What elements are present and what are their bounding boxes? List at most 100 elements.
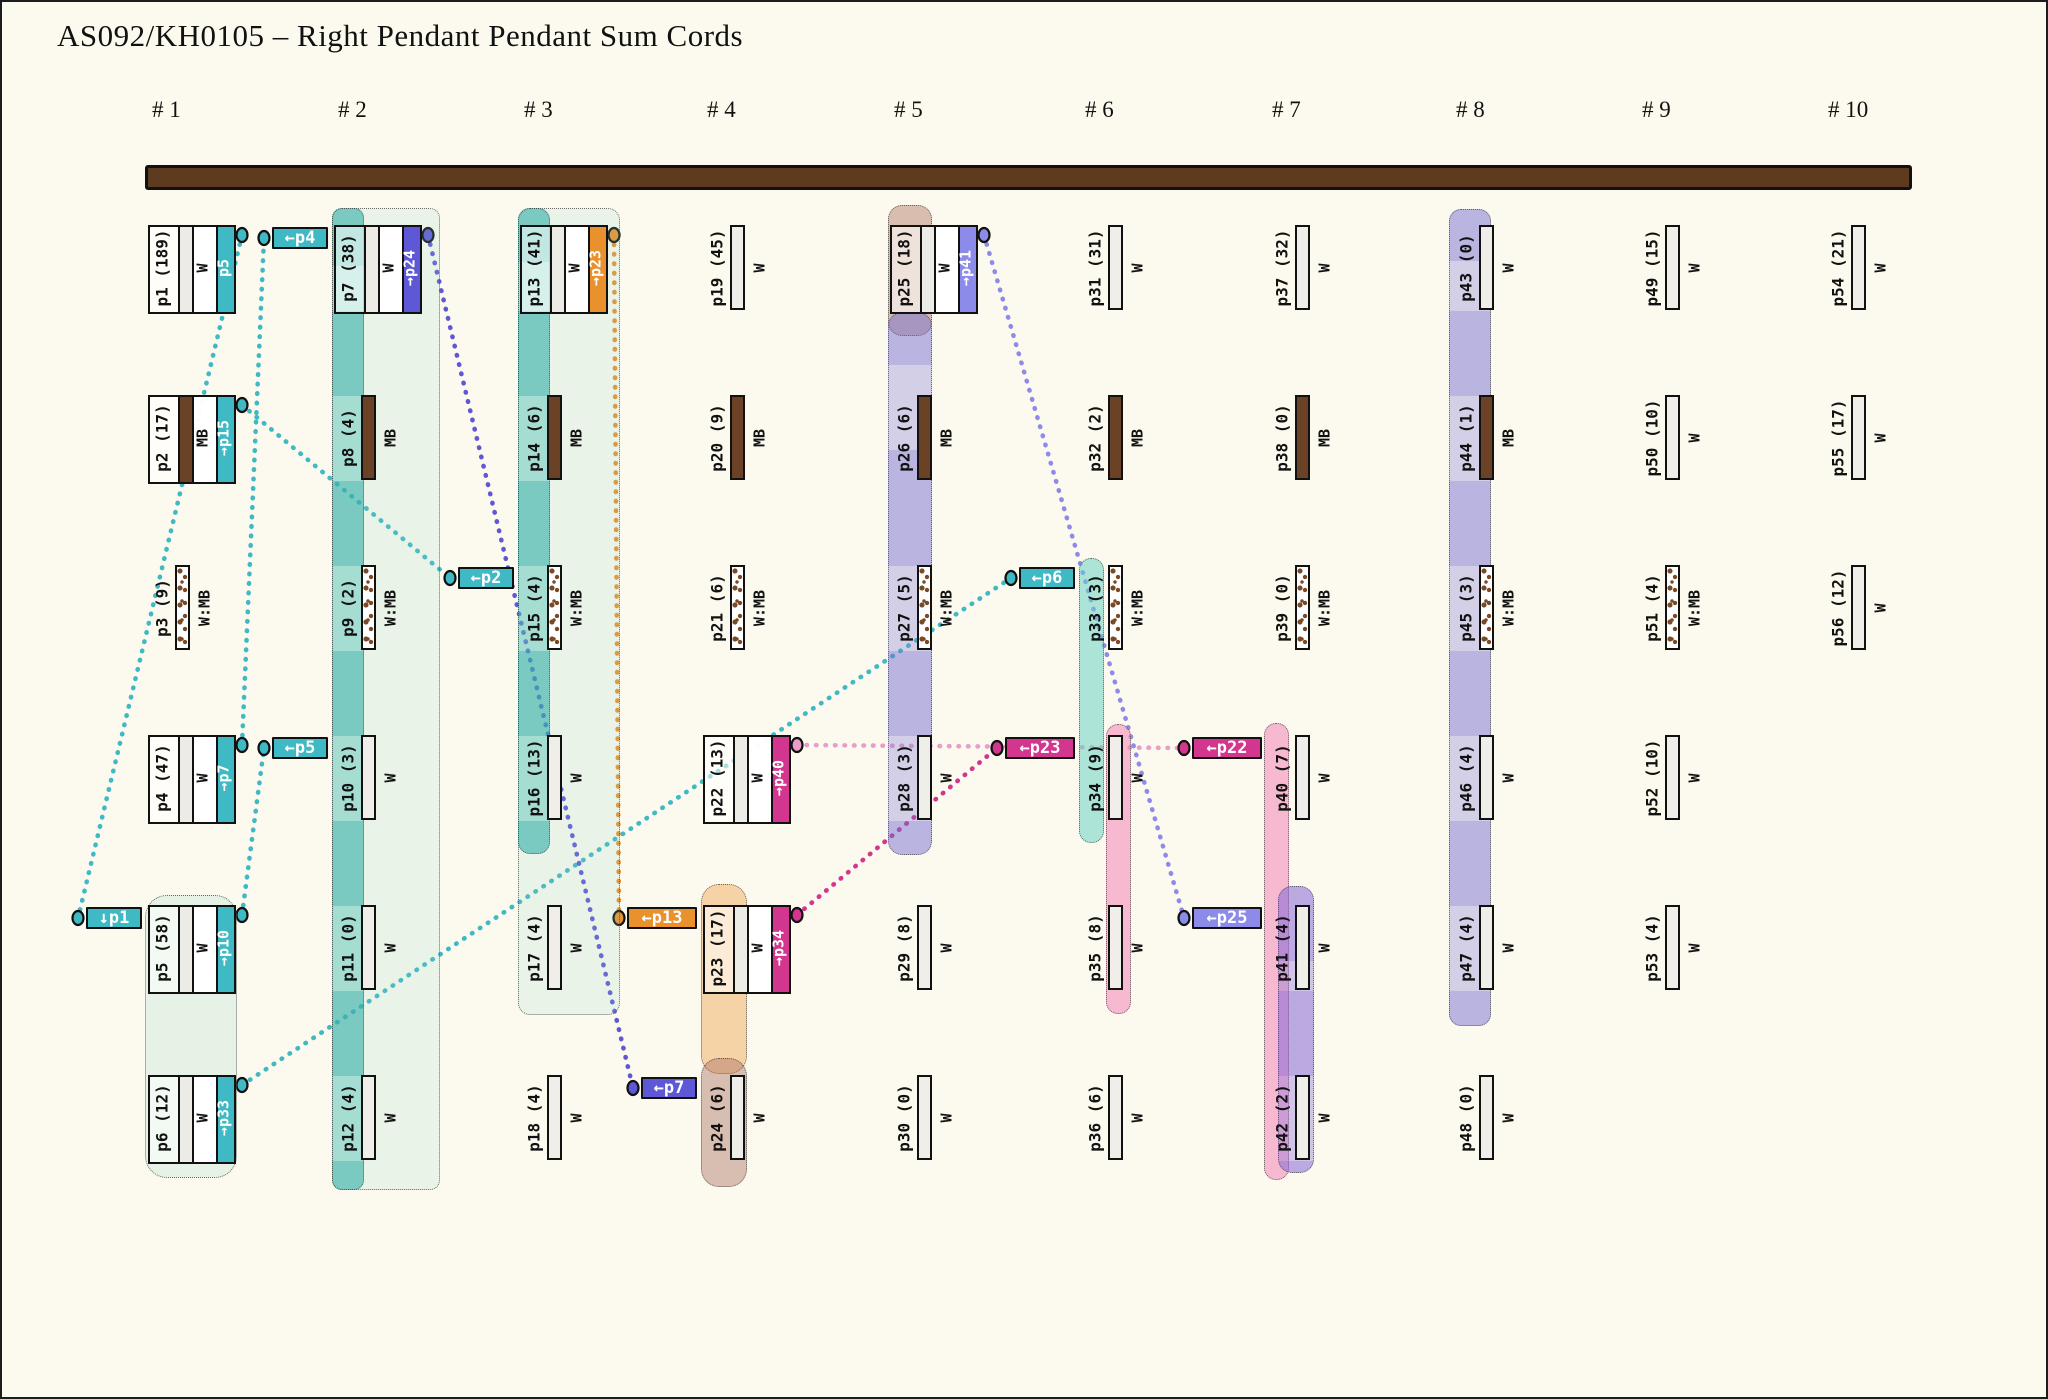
float-label-p7: ←p7 <box>641 1077 697 1099</box>
marker-swatch-p34 <box>1108 735 1123 820</box>
connector-label-dot-p23 <box>990 739 1004 757</box>
connector-label-dot-p7 <box>626 1079 640 1097</box>
pendant-id-p39: p39 (0) <box>1272 573 1291 642</box>
connector-p13-to-p13 <box>611 232 622 921</box>
pendant-marker-p18: W <box>567 1112 585 1123</box>
marker-swatch-p27 <box>917 565 932 650</box>
marker-swatch-p45 <box>1479 565 1494 650</box>
pendant-id-p32: p32 (2) <box>1085 403 1104 472</box>
column-header-7: # 7 <box>1272 97 1301 122</box>
pendant-card-p13 <box>520 225 608 314</box>
pendant-id-p11: p11 (0) <box>338 913 357 982</box>
marker-swatch-p20 <box>730 395 745 480</box>
pendant-marker-p36: W <box>1128 1112 1146 1123</box>
float-label-p5: ←p5 <box>272 737 328 759</box>
marker-strip-p23 <box>747 907 771 992</box>
band-group-col3-pale <box>518 208 620 1015</box>
marker-swatch-p26 <box>917 395 932 480</box>
attach-strip-p23 <box>771 907 789 992</box>
marker-swatch-p7 <box>364 227 378 312</box>
column-header-8: # 8 <box>1456 97 1485 122</box>
marker-swatch-p5 <box>178 907 192 992</box>
pendant-marker-p30: W <box>937 1112 955 1123</box>
marker-swatch-p14 <box>547 395 562 480</box>
marker-swatch-p49 <box>1665 225 1680 310</box>
pendant-id-p6: p6 (12) <box>152 1083 171 1152</box>
attach-strip-p1 <box>216 227 234 312</box>
marker-swatch-p39 <box>1295 565 1310 650</box>
pendant-attach-label-p6: →p33 <box>214 1099 232 1136</box>
marker-swatch-p2 <box>178 397 192 482</box>
marker-swatch-p35 <box>1108 905 1123 990</box>
column-header-1: # 1 <box>152 97 181 122</box>
marker-swatch-p41 <box>1295 905 1310 990</box>
pendant-id-p45: p45 (3) <box>1456 573 1475 642</box>
pendant-marker-p31: W <box>1128 262 1146 273</box>
connector-label-dot-p5 <box>257 739 271 757</box>
marker-swatch-p28 <box>917 735 932 820</box>
marker-swatch-p32 <box>1108 395 1123 480</box>
pendant-marker-p17: W <box>567 942 585 953</box>
pendant-marker-p10: W <box>381 772 399 783</box>
column-header-6: # 6 <box>1085 97 1114 122</box>
pendant-id-p30: p30 (0) <box>894 1083 913 1152</box>
pendant-id-p50: p50 (10) <box>1642 398 1661 477</box>
column-header-2: # 2 <box>338 97 367 122</box>
pendant-id-p47: p47 (4) <box>1456 913 1475 982</box>
pendant-card-p2 <box>148 395 236 484</box>
pendant-marker-p7: W <box>379 262 397 273</box>
marker-swatch-p37 <box>1295 225 1310 310</box>
connector-p1-to-p1 <box>75 232 245 921</box>
marker-strip-p13 <box>564 227 588 312</box>
connector-source-dot-p23 <box>790 906 804 924</box>
pendant-id-p15: p15 (4) <box>524 573 543 642</box>
pendant-id-p21: p21 (6) <box>707 573 726 642</box>
marker-swatch-p50 <box>1665 395 1680 480</box>
marker-strip-p5 <box>192 907 216 992</box>
marker-swatch-p51 <box>1665 565 1680 650</box>
primary-cord-bar <box>145 165 1912 190</box>
connector-label-dot-p6 <box>1004 569 1018 587</box>
pendant-card-p6 <box>148 1075 236 1164</box>
band-group-col3 <box>518 208 550 854</box>
pendant-card-p1 <box>148 225 236 314</box>
pendant-id-p24: p24 (6) <box>707 1083 726 1152</box>
pendant-id-p28: p28 (3) <box>894 743 913 812</box>
marker-swatch-p30 <box>917 1075 932 1160</box>
pendant-id-p46: p46 (4) <box>1456 743 1475 812</box>
attach-strip-p5 <box>216 907 234 992</box>
connector-source-dot-p1 <box>235 226 249 244</box>
pendant-marker-p50: W <box>1685 432 1703 443</box>
pendant-marker-p22: W <box>748 772 766 783</box>
pendant-marker-p21: W:MB <box>750 589 768 626</box>
pendant-marker-p16: W <box>567 772 585 783</box>
marker-swatch-p16 <box>547 735 562 820</box>
pendant-id-p1: p1 (189) <box>152 228 171 307</box>
band-group-col7-pink <box>1264 723 1289 1180</box>
pendant-id-p26: p26 (6) <box>894 403 913 472</box>
pendant-id-p17: p17 (4) <box>524 913 543 982</box>
pendant-id-p10: p10 (3) <box>338 743 357 812</box>
pendant-marker-p19: W <box>750 262 768 273</box>
connector-label-dot-p25 <box>1177 909 1191 927</box>
page-title: AS092/KH0105 – Right Pendant Pendant Sum… <box>57 18 744 53</box>
pendant-marker-p13: W <box>565 262 583 273</box>
connector-p4-to-p4 <box>239 235 267 748</box>
pendant-id-p55: p55 (17) <box>1828 398 1847 477</box>
pendant-id-p35: p35 (8) <box>1085 913 1104 982</box>
attach-strip-p13 <box>588 227 606 312</box>
marker-swatch-p22 <box>733 737 747 822</box>
float-label-p25: ←p25 <box>1192 907 1262 929</box>
connector-label-dot-p22 <box>1177 739 1191 757</box>
pendant-marker-p23: W <box>748 942 766 953</box>
pendant-marker-p20: MB <box>750 428 768 447</box>
pendant-id-p22: p22 (13) <box>707 738 726 817</box>
pendant-id-p29: p29 (8) <box>894 913 913 982</box>
marker-swatch-p47 <box>1479 905 1494 990</box>
pendant-card-p4 <box>148 735 236 824</box>
pendant-marker-p47: W <box>1499 942 1517 953</box>
pendant-id-p31: p31 (31) <box>1085 228 1104 307</box>
float-label-p1: ↓p1 <box>86 907 142 929</box>
pendant-marker-p1: W <box>193 262 211 273</box>
marker-swatch-p25 <box>920 227 934 312</box>
